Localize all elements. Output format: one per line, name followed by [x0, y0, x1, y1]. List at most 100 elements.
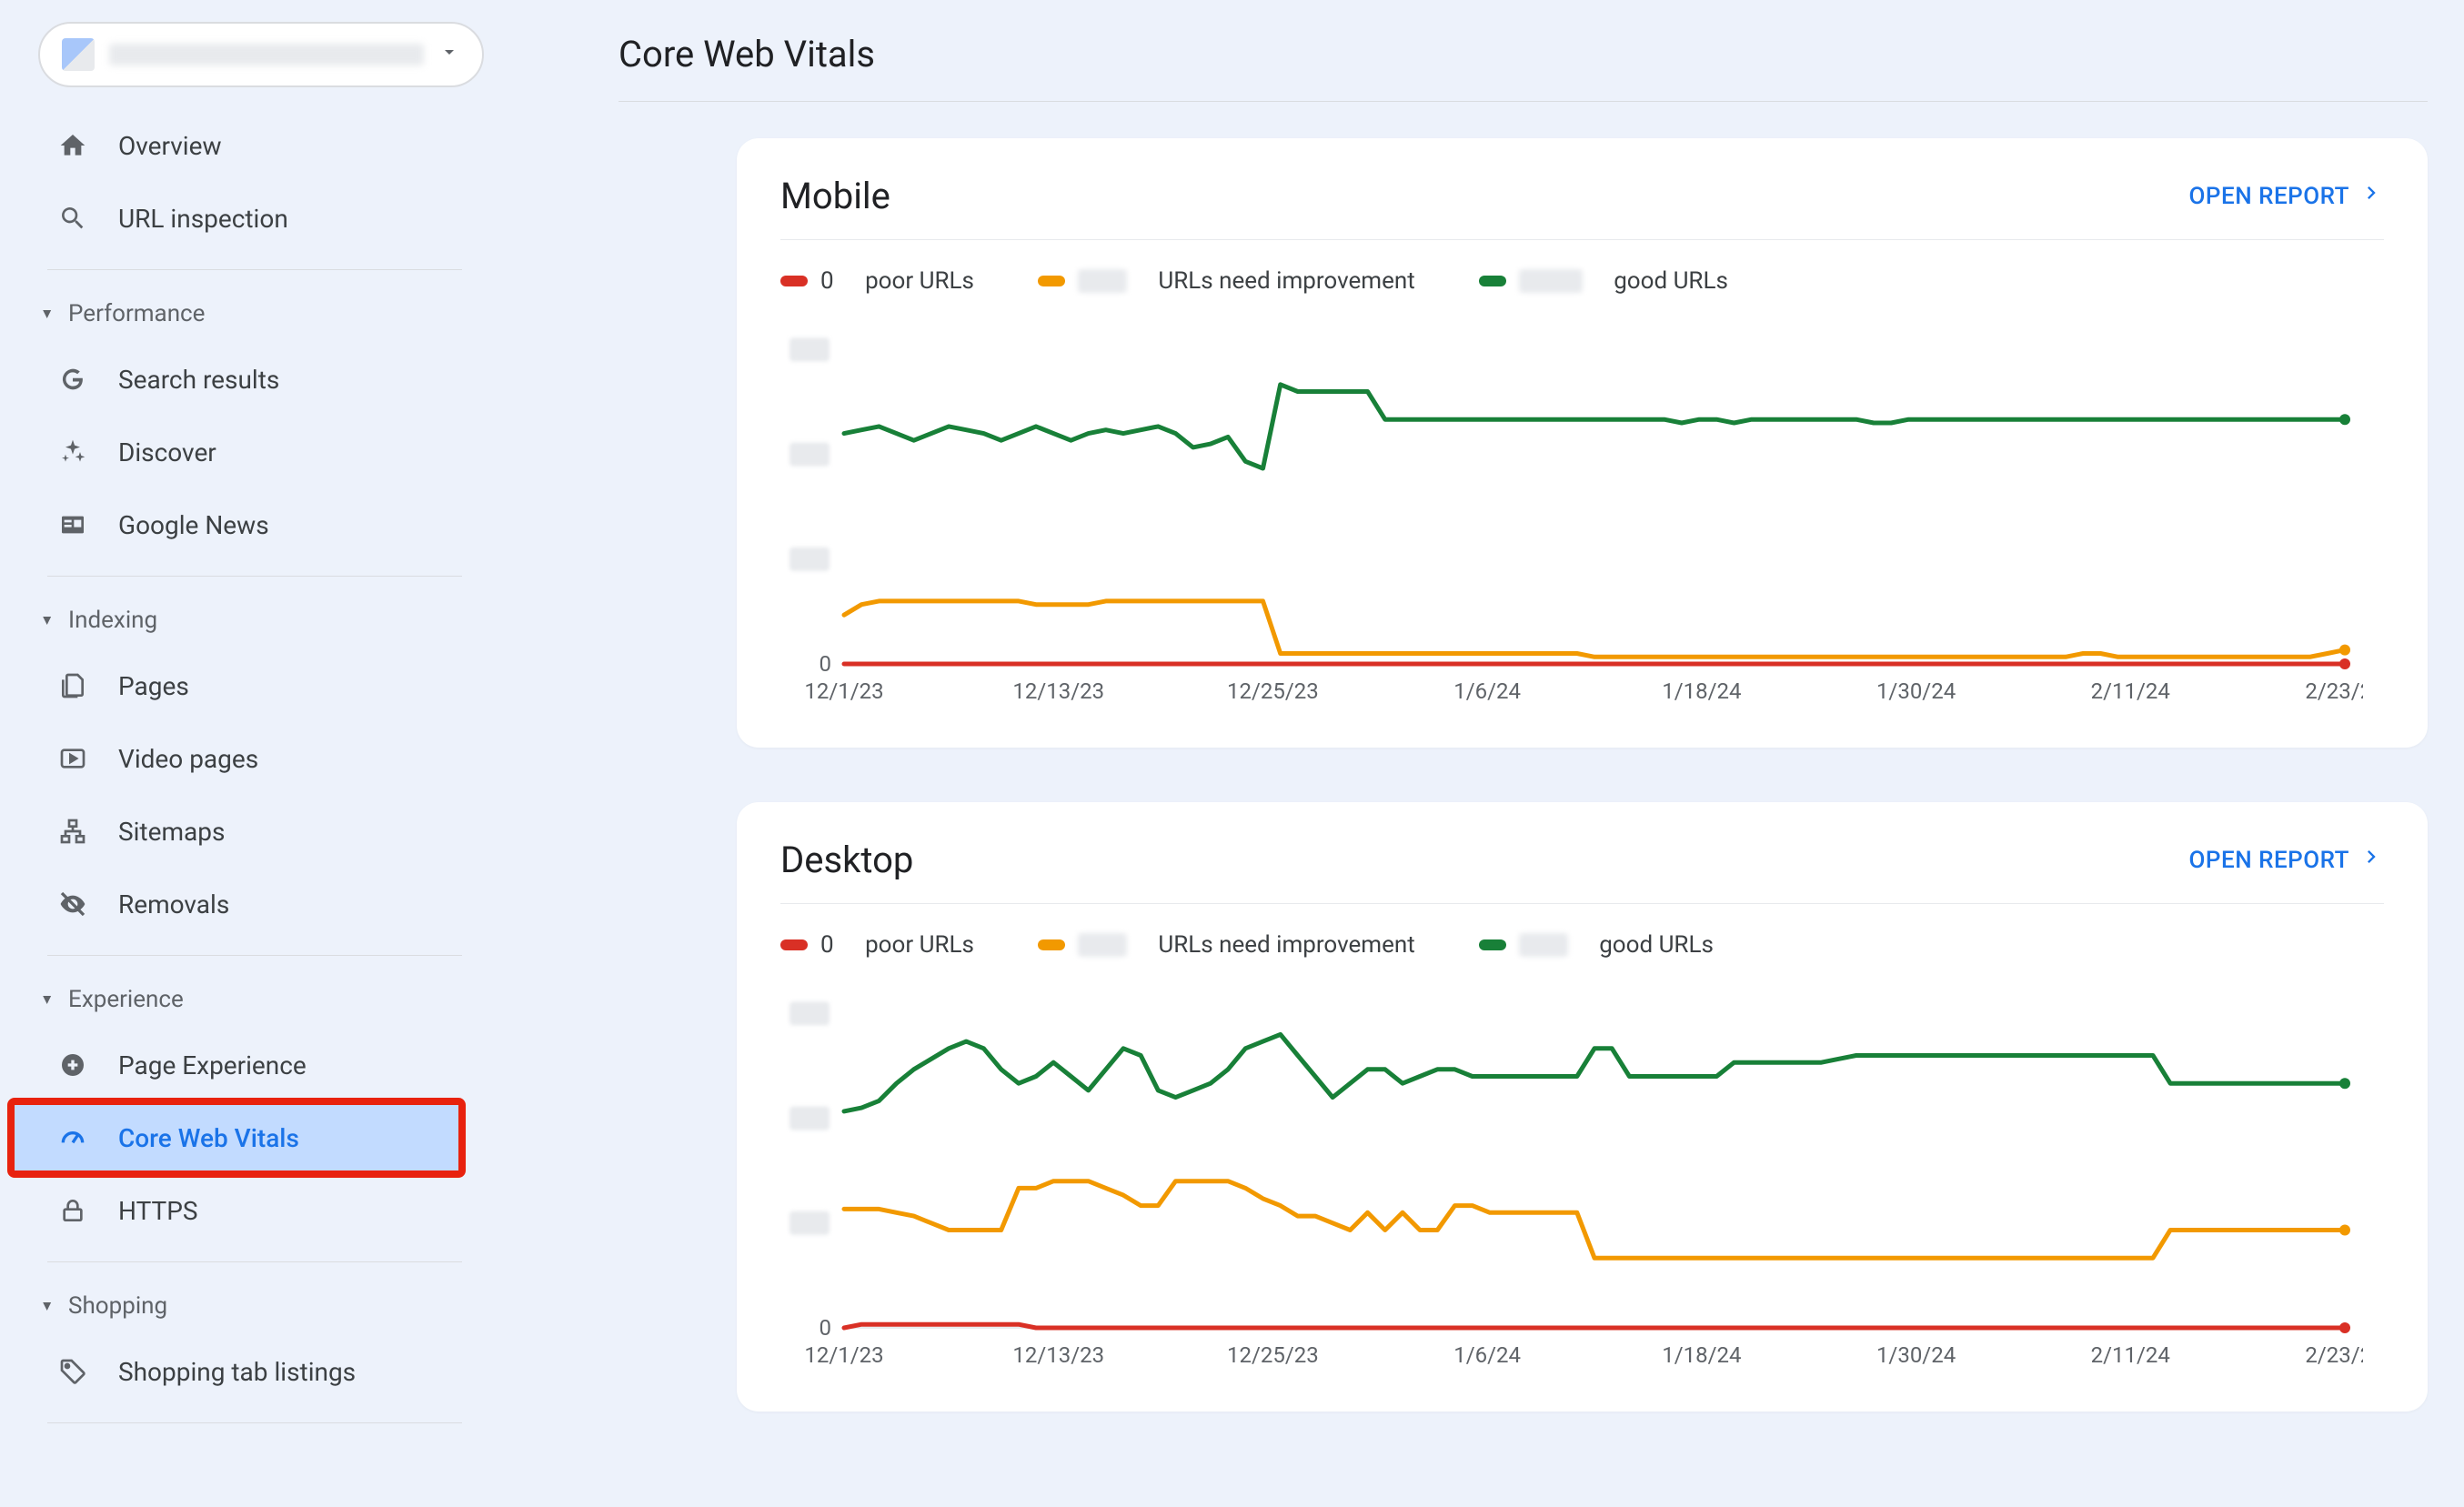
open-report-label: OPEN REPORT [2189, 183, 2350, 210]
chevron-down-icon: ▸ [38, 1301, 57, 1310]
search-icon [55, 204, 91, 233]
legend-poor-suffix: poor URLs [865, 931, 974, 959]
open-report-mobile[interactable]: OPEN REPORT [2189, 180, 2385, 212]
sidebar-item-label: Core Web Vitals [118, 1123, 299, 1153]
sidebar-item-sitemaps[interactable]: Sitemaps [11, 795, 462, 868]
property-selector[interactable] [38, 22, 484, 87]
video-icon [55, 744, 91, 773]
sidebar-item-google-news[interactable]: Google News [11, 488, 462, 561]
divider [47, 1422, 462, 1423]
tag-icon [55, 1357, 91, 1386]
chart-mobile: 012/1/23 12/13/23 12/25/23 1/6/24 1/18/24 1/3… [737, 306, 2428, 748]
chevron-down-icon [438, 41, 460, 69]
svg-text:2/11/24: 2/11/24 [2091, 1342, 2170, 1368]
legend-needs-suffix: URLs need improvement [1158, 267, 1414, 295]
legend-chip-poor [780, 276, 808, 286]
sidebar-item-video-pages[interactable]: Video pages [11, 722, 462, 795]
legend-poor-count: 0 [820, 931, 834, 959]
legend-chip-needs [1038, 276, 1065, 286]
sidebar-item-search-results[interactable]: Search results [11, 343, 462, 416]
legend-good-count-blurred [1519, 933, 1568, 957]
legend-chip-poor [780, 939, 808, 950]
svg-text:12/25/23: 12/25/23 [1227, 678, 1319, 704]
section-header-shopping[interactable]: ▸ Shopping [11, 1277, 498, 1335]
legend-needs-count-blurred [1078, 269, 1127, 293]
divider [47, 1261, 462, 1262]
sidebar-item-pages[interactable]: Pages [11, 649, 462, 722]
home-icon [55, 131, 91, 160]
legend-good-suffix: good URLs [1614, 267, 1728, 295]
svg-text:12/13/23: 12/13/23 [1012, 678, 1104, 704]
open-report-desktop[interactable]: OPEN REPORT [2189, 844, 2385, 876]
divider [47, 955, 462, 956]
section-label: Experience [68, 986, 184, 1013]
section-header-indexing[interactable]: ▸ Indexing [11, 591, 498, 649]
circle-plus-icon [55, 1050, 91, 1080]
property-domain-blurred [109, 44, 424, 65]
lock-icon [55, 1196, 91, 1225]
divider [47, 576, 462, 577]
visibility-off-icon [55, 889, 91, 919]
section-header-performance[interactable]: ▸ Performance [11, 285, 498, 343]
sidebar-item-https[interactable]: HTTPS [11, 1174, 462, 1247]
svg-text:1/18/24: 1/18/24 [1662, 678, 1741, 704]
sidebar-item-shopping-tab-listings[interactable]: Shopping tab listings [11, 1335, 462, 1408]
sidebar-item-label: Search results [118, 365, 279, 395]
chevron-down-icon: ▸ [38, 309, 57, 317]
sidebar-item-removals[interactable]: Removals [11, 868, 462, 940]
svg-text:2/23/24: 2/23/24 [2305, 1342, 2363, 1368]
page-title: Core Web Vitals [619, 18, 2428, 102]
pages-icon [55, 671, 91, 700]
svg-text:2/11/24: 2/11/24 [2091, 678, 2170, 704]
legend-needs-suffix: URLs need improvement [1158, 931, 1414, 959]
svg-text:0: 0 [820, 651, 832, 677]
svg-text:1/30/24: 1/30/24 [1876, 678, 1956, 704]
sidebar-item-url-inspection[interactable]: URL inspection [11, 182, 462, 255]
legend-desktop: 0 poor URLs URLs need improvement good U… [737, 904, 2428, 970]
svg-text:1/6/24: 1/6/24 [1453, 678, 1521, 704]
legend-poor: 0 poor URLs [780, 931, 974, 959]
svg-text:2/23/24: 2/23/24 [2305, 678, 2363, 704]
sidebar-item-label: Video pages [118, 744, 258, 774]
card-title-desktop: Desktop [780, 839, 913, 881]
legend-needs-count-blurred [1078, 933, 1127, 957]
sidebar-item-label: Shopping tab listings [118, 1357, 356, 1387]
chevron-right-icon [2358, 844, 2384, 876]
sidebar-item-label: Removals [118, 889, 229, 919]
chevron-right-icon [2358, 180, 2384, 212]
divider [47, 269, 462, 270]
speed-icon [55, 1123, 91, 1152]
news-icon [55, 510, 91, 539]
legend-poor: 0 poor URLs [780, 267, 974, 295]
sidebar-item-label: Discover [118, 437, 216, 467]
sidebar-item-page-experience[interactable]: Page Experience [11, 1029, 462, 1101]
property-favicon [62, 38, 95, 71]
legend-good: good URLs [1479, 267, 1728, 295]
sidebar-item-label: Pages [118, 671, 189, 701]
sidebar-item-discover[interactable]: Discover [11, 416, 462, 488]
legend-chip-good [1479, 276, 1506, 286]
legend-chip-good [1479, 939, 1506, 950]
sidebar-item-core-web-vitals[interactable]: Core Web Vitals [11, 1101, 462, 1174]
legend-chip-needs [1038, 939, 1065, 950]
section-label: Shopping [68, 1292, 167, 1320]
sidebar: Overview URL inspection ▸ Performance Se… [0, 0, 509, 1507]
legend-poor-suffix: poor URLs [865, 267, 974, 295]
open-report-label: OPEN REPORT [2189, 847, 2350, 874]
sidebar-item-label: Sitemaps [118, 817, 225, 847]
svg-text:12/13/23: 12/13/23 [1012, 1342, 1104, 1368]
section-header-experience[interactable]: ▸ Experience [11, 970, 498, 1029]
svg-text:1/6/24: 1/6/24 [1453, 1342, 1521, 1368]
svg-text:12/1/23: 12/1/23 [804, 678, 883, 704]
sidebar-item-label: Google News [118, 510, 269, 540]
svg-text:1/30/24: 1/30/24 [1876, 1342, 1956, 1368]
legend-mobile: 0 poor URLs URLs need improvement good U… [737, 240, 2428, 306]
mobile-card: Mobile OPEN REPORT 0 poor URLs URLs need… [737, 138, 2428, 748]
desktop-card: Desktop OPEN REPORT 0 poor URLs URLs nee… [737, 802, 2428, 1412]
sidebar-item-label: Page Experience [118, 1050, 307, 1080]
sidebar-item-label: URL inspection [118, 204, 288, 234]
sidebar-item-label: Overview [118, 131, 222, 161]
sidebar-item-overview[interactable]: Overview [11, 109, 462, 182]
legend-needs: URLs need improvement [1038, 931, 1415, 959]
svg-text:12/1/23: 12/1/23 [804, 1342, 883, 1368]
